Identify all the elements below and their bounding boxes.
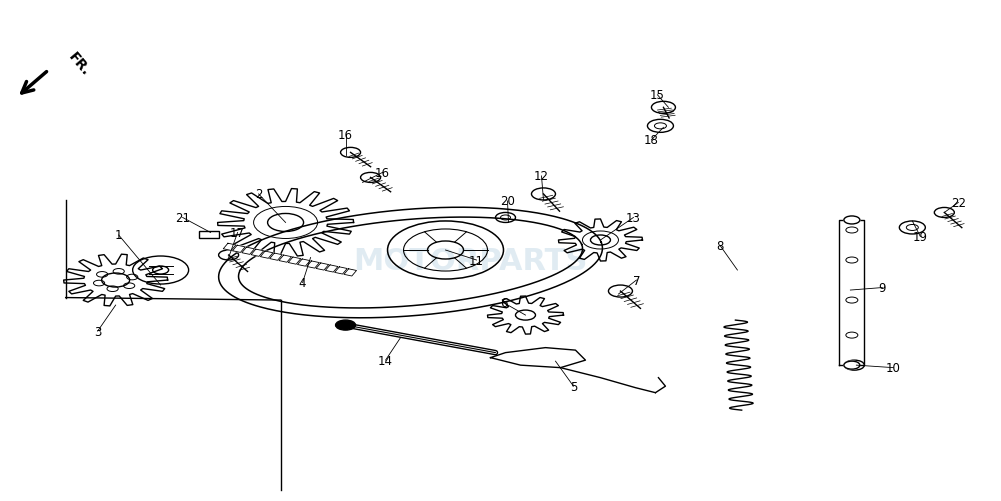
Circle shape [846, 333, 858, 339]
Text: 18: 18 [644, 134, 659, 147]
Text: 22: 22 [951, 196, 966, 209]
Text: 13: 13 [626, 211, 641, 224]
Text: 12: 12 [534, 170, 549, 183]
Text: 14: 14 [378, 354, 393, 367]
Text: 19: 19 [913, 230, 928, 243]
Text: 17: 17 [230, 226, 245, 239]
Circle shape [335, 321, 355, 331]
Polygon shape [307, 262, 319, 269]
Circle shape [846, 298, 858, 304]
Text: 11: 11 [469, 254, 484, 267]
Text: 10: 10 [886, 361, 901, 374]
Polygon shape [325, 266, 338, 273]
Text: 9: 9 [879, 282, 886, 295]
Circle shape [846, 258, 858, 264]
Polygon shape [288, 258, 301, 265]
Polygon shape [279, 256, 291, 263]
Text: 6: 6 [499, 297, 508, 310]
Circle shape [846, 227, 858, 233]
Text: 16: 16 [375, 166, 390, 179]
Text: 2: 2 [255, 188, 262, 201]
Text: 20: 20 [500, 195, 515, 208]
Polygon shape [334, 268, 347, 275]
Text: 8: 8 [717, 240, 724, 253]
Polygon shape [297, 260, 310, 267]
Polygon shape [260, 252, 273, 259]
Polygon shape [269, 254, 282, 261]
Text: MOTORPARTS: MOTORPARTS [353, 246, 588, 275]
Text: 4: 4 [299, 277, 306, 290]
Polygon shape [223, 244, 236, 251]
Polygon shape [232, 245, 245, 253]
Polygon shape [316, 264, 328, 271]
Text: 3: 3 [94, 325, 101, 338]
Circle shape [844, 216, 860, 224]
Text: 1: 1 [115, 229, 122, 242]
Bar [198, 232, 218, 239]
Text: 5: 5 [570, 380, 578, 393]
Text: 16: 16 [338, 129, 353, 142]
Text: 21: 21 [175, 211, 190, 224]
Circle shape [844, 361, 860, 369]
Bar [198, 232, 218, 239]
Text: 15: 15 [650, 89, 665, 102]
Polygon shape [251, 249, 263, 257]
Polygon shape [840, 220, 864, 365]
Polygon shape [344, 269, 356, 277]
Text: 7: 7 [633, 274, 641, 287]
Polygon shape [242, 247, 254, 255]
Text: FR.: FR. [65, 50, 92, 79]
